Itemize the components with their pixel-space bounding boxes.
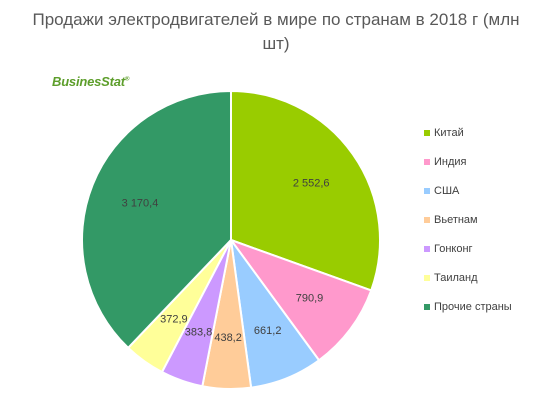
data-label-0: 2 552,6: [293, 178, 330, 190]
legend-swatch: [424, 216, 430, 223]
legend-item-1: Индия: [424, 147, 549, 176]
data-label-4: 383,8: [185, 327, 213, 339]
data-label-1: 790,9: [296, 293, 324, 305]
data-label-2: 661,2: [254, 325, 282, 337]
pie-slice-6: [81, 90, 232, 349]
legend-label: Таиланд: [434, 271, 478, 284]
legend-item-0: Китай: [424, 118, 549, 147]
pie-slice-1: [230, 239, 373, 362]
legend-swatch: [424, 158, 430, 165]
pie-slices: [81, 90, 381, 391]
chart-title: Продажи электродвигателей в мире по стра…: [0, 8, 552, 56]
legend-label: Индия: [434, 155, 467, 168]
legend-swatch: [424, 187, 430, 194]
legend-item-2: США: [424, 176, 549, 205]
legend-item-5: Таиланд: [424, 263, 549, 292]
chart-title-line-1: Продажи электродвигателей в мире по стра…: [32, 10, 520, 29]
legend-item-4: Гонконг: [424, 234, 549, 263]
data-label-5: 372,9: [160, 314, 188, 326]
legend-label: Китай: [434, 126, 464, 139]
legend-swatch: [424, 303, 430, 310]
legend-label: Прочие страны: [434, 300, 512, 313]
logo-registered-mark: ®: [124, 76, 130, 83]
legend-swatch: [424, 245, 430, 252]
logo-text: BusinesStat: [52, 74, 125, 89]
legend-item-3: Вьетнам: [424, 205, 549, 234]
legend-label: США: [434, 184, 460, 197]
businesstat-logo: BusinesStat®: [52, 74, 129, 89]
legend-swatch: [424, 274, 430, 281]
legend-label: Вьетнам: [434, 213, 478, 226]
data-label-3: 438,2: [214, 332, 242, 344]
legend-item-6: Прочие страны: [424, 292, 549, 321]
data-label-6: 3 170,4: [122, 198, 159, 210]
legend-label: Гонконг: [434, 242, 473, 255]
pie-slice-0: [230, 90, 381, 292]
chart-title-line-2: шт): [262, 34, 290, 53]
legend-swatch: [424, 129, 430, 136]
legend: Китай Индия США Вьетнам Гонконг Таиланд Прочие…: [424, 118, 549, 321]
